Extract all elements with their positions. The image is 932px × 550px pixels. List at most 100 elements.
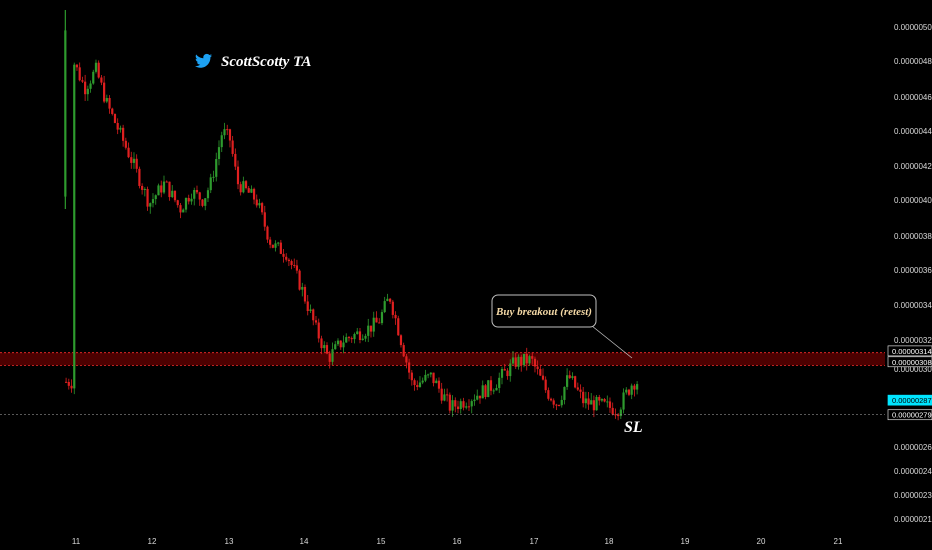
candle-body — [261, 203, 264, 213]
price-tag-box — [887, 345, 932, 357]
candle-body — [509, 363, 512, 377]
candle — [244, 180, 248, 190]
candle — [250, 185, 253, 193]
candle — [242, 176, 245, 194]
candle — [342, 335, 345, 354]
candle-body — [111, 108, 114, 114]
candle-body — [250, 188, 253, 193]
candle — [336, 338, 340, 347]
candle-body — [328, 353, 331, 362]
candle — [536, 360, 539, 375]
candle-body — [481, 385, 484, 399]
candle — [549, 397, 553, 402]
candle — [130, 151, 133, 169]
watermark-text: ScottScotty TA — [221, 54, 311, 70]
price-tag-label: 0.00000314 — [892, 347, 932, 356]
candle — [306, 295, 309, 316]
candle-body — [282, 253, 285, 257]
candle-body — [533, 358, 537, 367]
candle-body — [220, 135, 223, 148]
candle — [399, 334, 403, 348]
candle-body — [103, 82, 106, 102]
candle-body — [590, 400, 593, 405]
candle-body — [584, 398, 587, 404]
candle — [372, 311, 375, 337]
candle — [64, 377, 68, 383]
stop-loss-label: SL — [624, 419, 643, 436]
price-tag: 0.00000314 — [887, 345, 932, 357]
candle — [622, 388, 625, 414]
candle — [223, 122, 226, 140]
candle — [437, 377, 441, 393]
candle-body — [271, 244, 274, 248]
candle-body — [290, 261, 293, 266]
candle — [303, 284, 307, 304]
candle — [525, 347, 528, 371]
candle — [413, 378, 416, 391]
candle — [481, 380, 484, 399]
candle-body — [397, 318, 400, 336]
time-tick-label: 11 — [72, 537, 81, 546]
candle-body — [231, 140, 234, 154]
candle-body — [489, 380, 493, 391]
candle-body — [146, 189, 149, 207]
time-axis[interactable]: 11 12 13 14 15 16 17 18 19 20 21 — [72, 537, 843, 546]
candle-body — [498, 377, 501, 388]
candle-body — [331, 349, 334, 362]
candle — [531, 352, 534, 365]
time-tick-label: 20 — [757, 537, 766, 546]
candle — [269, 236, 272, 249]
candle — [334, 341, 337, 350]
candle-body — [206, 190, 210, 199]
candle — [383, 296, 386, 314]
candle — [611, 402, 614, 416]
price-tick-label: 0.00000304 — [894, 365, 932, 374]
candle — [138, 166, 141, 189]
candle — [201, 199, 204, 208]
candle — [331, 342, 334, 366]
candle — [212, 170, 215, 182]
candle — [584, 391, 587, 409]
candle-body — [600, 399, 604, 401]
candle-body — [347, 337, 351, 339]
price-tag-label: 0.00000308 — [892, 358, 932, 367]
candle-body — [358, 331, 362, 340]
candle — [476, 389, 479, 401]
price-tick-label: 0.00000219 — [894, 515, 932, 524]
candle-body — [135, 158, 138, 169]
candle-body — [132, 158, 136, 163]
candle — [459, 398, 462, 414]
candle — [625, 387, 628, 395]
candle — [67, 378, 70, 390]
candle-body — [154, 195, 157, 200]
price-tags-layer: 0.00000314 0.00000308 0.00000287 0.00000279 — [887, 345, 932, 421]
candle-body — [437, 380, 441, 389]
candle — [113, 113, 117, 124]
candle — [226, 124, 229, 136]
candle-body — [520, 356, 523, 365]
candle — [484, 383, 487, 400]
candle-body — [215, 159, 218, 177]
candle-body — [201, 199, 204, 206]
candle-body — [416, 385, 419, 388]
candle — [576, 382, 579, 392]
candle — [600, 398, 604, 403]
candle — [190, 193, 193, 205]
candle-body — [571, 376, 574, 378]
candle-body — [555, 404, 558, 406]
candle-body — [193, 189, 196, 199]
candle — [465, 402, 468, 410]
candle-body — [500, 368, 504, 378]
candle — [97, 60, 100, 79]
candle-body — [408, 362, 411, 373]
candle-body — [198, 192, 201, 200]
candle — [408, 358, 411, 380]
candle-body — [122, 127, 125, 141]
candle — [70, 379, 73, 393]
candle-body — [432, 372, 435, 384]
